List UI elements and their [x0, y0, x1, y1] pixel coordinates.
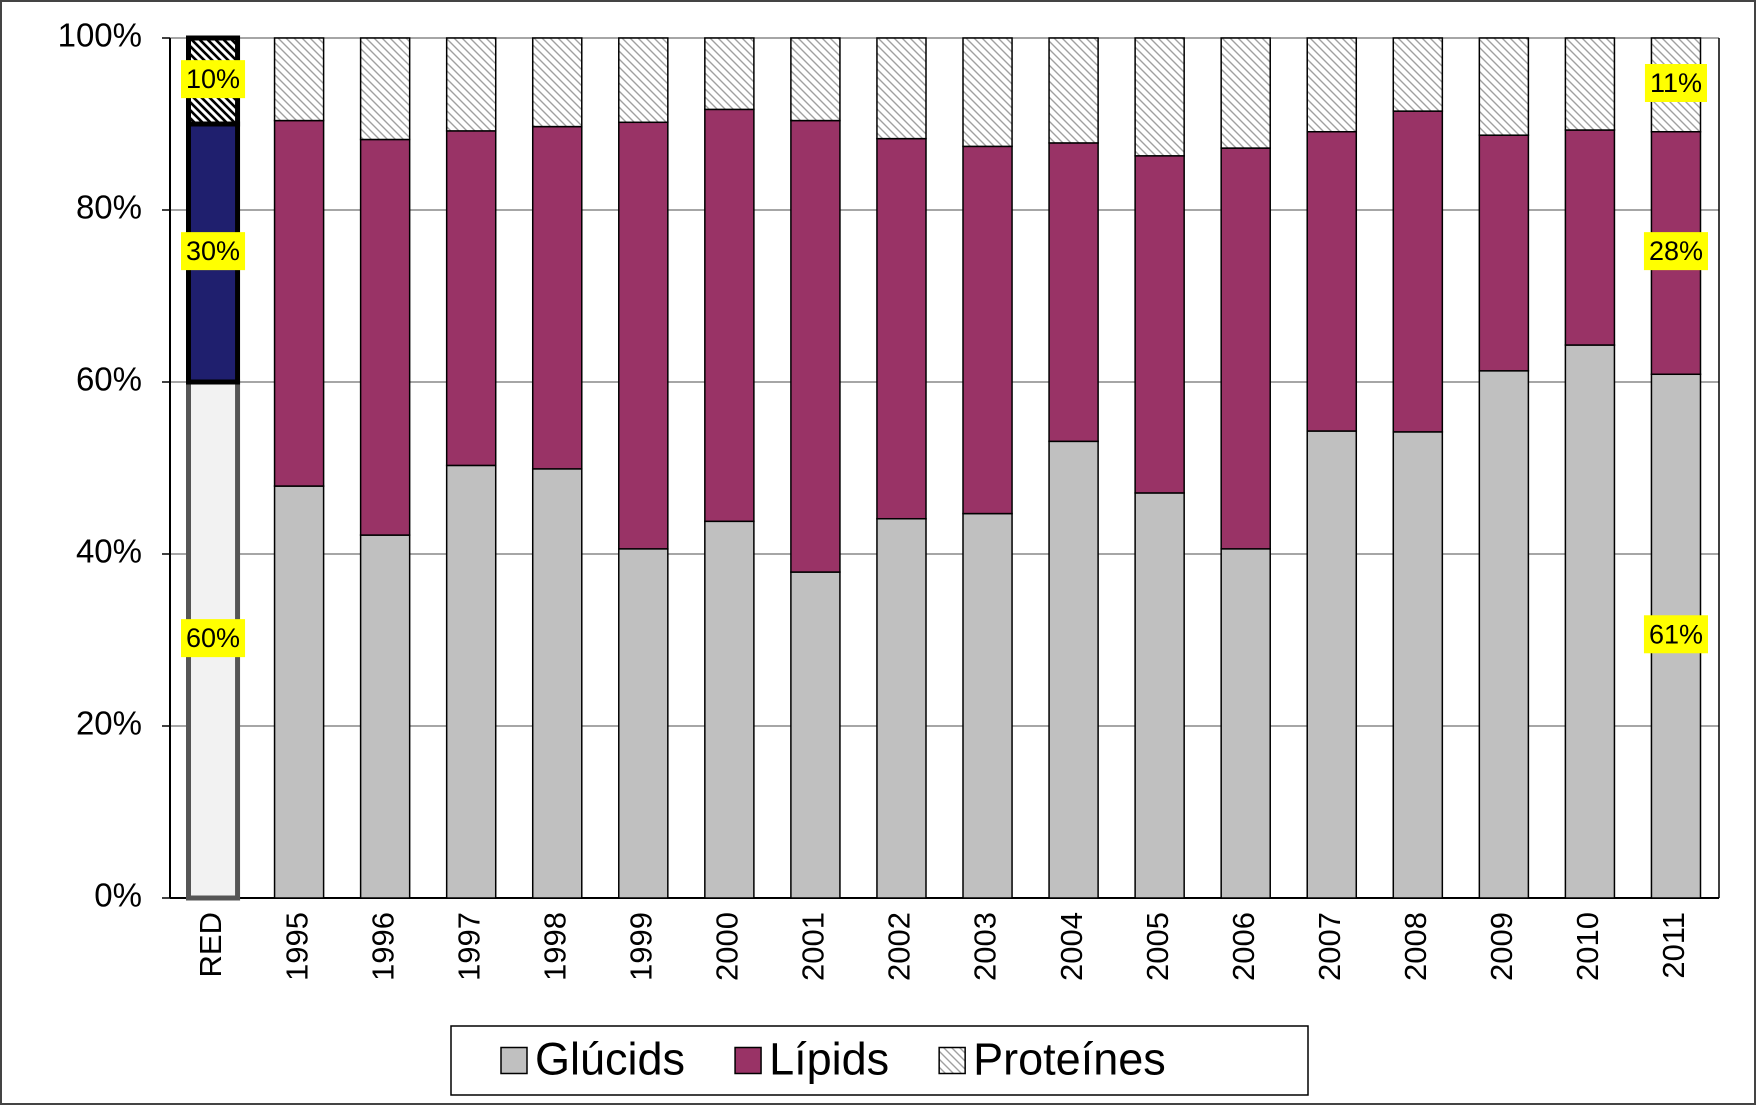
bar-segment [531, 37, 583, 128]
x-tick-label: 1996 [365, 912, 400, 981]
value-label: 30% [181, 232, 246, 271]
bar-segment [704, 520, 755, 899]
x-tick-label: RED [193, 912, 228, 977]
x-tick-label: 1995 [279, 912, 314, 981]
bar-segment [1134, 155, 1185, 494]
x-tick-label: 2011 [1656, 912, 1691, 979]
bar-segment [273, 119, 325, 487]
bar-segment [1564, 344, 1616, 899]
bar-segment [1564, 37, 1616, 131]
x-tick-label: 2000 [710, 912, 745, 981]
bar-segment [704, 37, 755, 111]
x-tick-label: 1999 [623, 912, 658, 981]
x-tick-label: 2002 [882, 912, 917, 981]
bar-segment [876, 37, 927, 140]
x-tick-label: 2003 [968, 912, 1003, 981]
value-label: 61% [1643, 615, 1708, 654]
value-label-bg [1643, 615, 1708, 654]
x-tick-label: 2001 [796, 912, 831, 981]
value-label-bg [181, 619, 246, 658]
value-label-bg [1643, 232, 1708, 271]
bar-segment [1134, 492, 1185, 899]
x-tick-label: 2006 [1226, 912, 1261, 981]
bar-segment [962, 512, 1013, 899]
bar-segment [531, 468, 583, 899]
bar-segment [1220, 37, 1271, 149]
value-label-bg [181, 60, 246, 99]
value-label: 11% [1644, 63, 1707, 102]
bar-segment [1048, 37, 1099, 144]
legend-box [450, 1025, 1309, 1096]
x-tick-label: 2008 [1398, 912, 1433, 981]
bar-segment [359, 37, 411, 141]
bar-segment [1478, 37, 1530, 136]
bar-segment [445, 130, 497, 467]
bar-segment [1220, 548, 1271, 899]
legend-label: Proteínes [973, 1033, 1166, 1084]
bar-segment [273, 485, 325, 899]
x-tick-label: 1998 [537, 912, 572, 981]
bar-segment [876, 137, 927, 520]
bar-segment [1478, 370, 1530, 899]
value-label-bg [1644, 63, 1707, 102]
bar-segment [1478, 134, 1530, 372]
bar-segment [445, 37, 497, 132]
legend-swatch [938, 1046, 966, 1075]
y-tick-label: 80% [76, 189, 142, 226]
bar-segment [359, 138, 411, 536]
bar-segment [1048, 440, 1099, 899]
value-label: 60% [181, 619, 246, 658]
value-label-text: 30% [186, 236, 240, 266]
y-tick-label: 60% [76, 361, 142, 398]
bar-segment [1306, 430, 1358, 899]
value-label: 28% [1643, 232, 1708, 271]
bar-segment [1220, 147, 1271, 550]
x-tick-label: 2009 [1484, 912, 1519, 981]
y-tick-label: 0% [94, 877, 142, 914]
value-label-text: 60% [186, 623, 240, 653]
legend-label: Glúcids [535, 1033, 685, 1084]
value-label-bg [181, 232, 246, 271]
y-tick-label: 100% [58, 17, 142, 54]
bar-segment [790, 571, 841, 899]
value-label-text: 61% [1649, 619, 1703, 649]
bar-segment [1392, 431, 1444, 899]
x-tick-label: 2004 [1054, 912, 1089, 981]
bar-segment [1306, 130, 1358, 432]
bar-segment [1048, 142, 1099, 443]
bar-segment [531, 125, 583, 470]
bar-segment [1392, 37, 1444, 112]
bar-segment [618, 548, 669, 899]
y-tick-label: 40% [76, 533, 142, 570]
bar-segment [1564, 129, 1616, 346]
bar-segment [618, 37, 669, 124]
value-label-text: 10% [186, 64, 240, 94]
bar-segment [790, 119, 841, 573]
bar-segment [445, 464, 497, 899]
bar-segment [273, 37, 325, 122]
x-tick-label: 1997 [451, 912, 486, 981]
legend-label: Lípids [769, 1033, 889, 1084]
bar-segment [876, 517, 927, 899]
bar-segment [962, 145, 1013, 515]
x-tick-label: 2007 [1312, 912, 1347, 981]
value-label-text: 28% [1649, 236, 1703, 266]
bar-segment [1134, 37, 1185, 157]
y-tick-label: 20% [76, 705, 142, 742]
legend-swatch [500, 1046, 528, 1075]
legend-swatch [734, 1046, 762, 1075]
value-label: 10% [181, 60, 246, 99]
bar-segment [359, 534, 411, 899]
value-label-text: 11% [1650, 68, 1702, 98]
x-tick-label: 2005 [1140, 912, 1175, 981]
bar-segment [790, 37, 841, 122]
bar-segment [704, 108, 755, 523]
bar-segment [618, 121, 669, 550]
bar-segment [1392, 110, 1444, 433]
bar-segment [962, 37, 1013, 148]
bar-segment [1306, 37, 1358, 133]
x-tick-label: 2010 [1570, 912, 1605, 981]
